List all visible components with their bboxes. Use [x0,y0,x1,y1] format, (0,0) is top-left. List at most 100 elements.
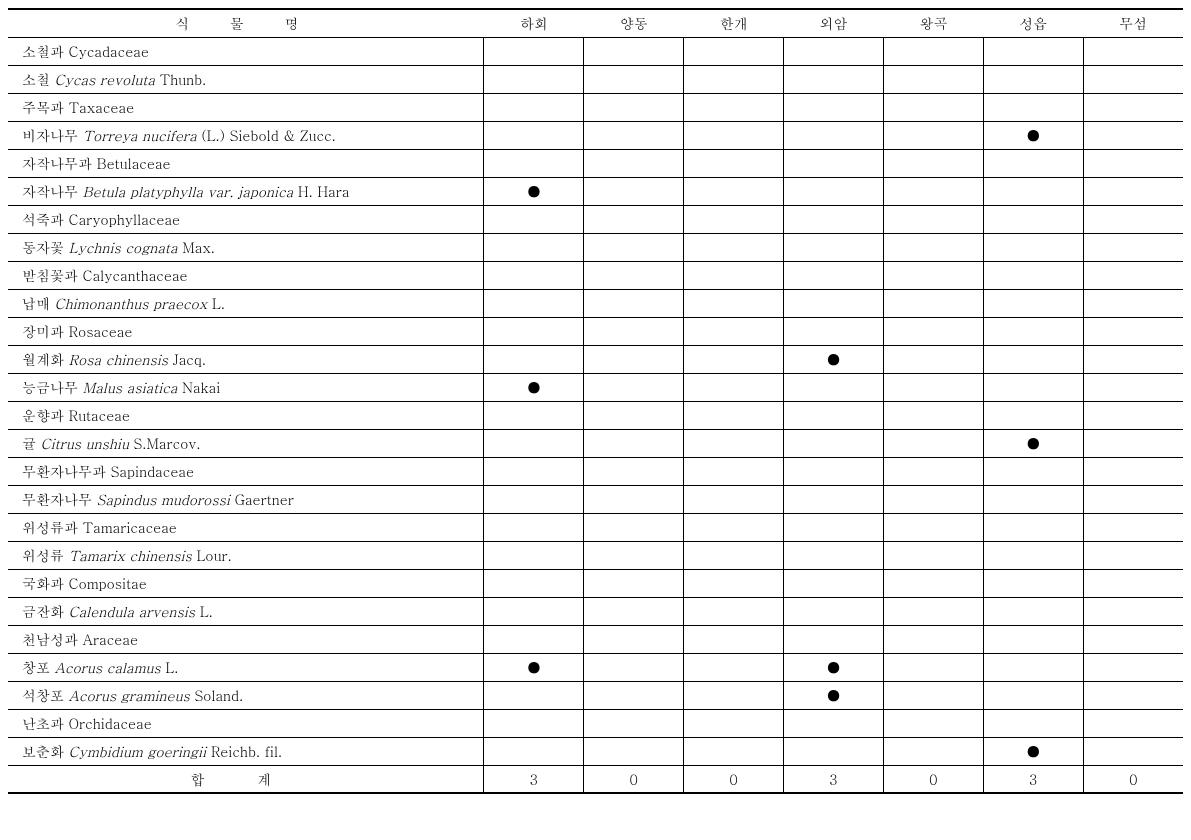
presence-mark [484,261,584,289]
plant-name-cell: 무환자나무과 Sapindaceae [8,457,484,485]
presence-mark [883,513,983,541]
presence-mark [684,513,784,541]
plant-name-cell: 국화과 Compositae [8,569,484,597]
presence-mark [883,541,983,569]
presence-mark [584,681,684,709]
plant-name-cell: 귤 Citrus unshiu S.Marcov. [8,429,484,457]
plant-name-cell: 소철 Cycas revoluta Thunb. [8,65,484,93]
presence-mark [1083,737,1183,765]
header-loc-4: 왕곡 [883,9,983,37]
presence-mark [1083,37,1183,65]
species-authority: Lour. [192,545,232,565]
header-loc-3: 외암 [784,9,884,37]
plant-name-cell: 위성류과 Tamaricaceae [8,513,484,541]
table-row: 석창포 Acorus gramineus Soland.● [8,681,1183,709]
presence-mark [584,485,684,513]
presence-mark [684,37,784,65]
presence-mark [883,261,983,289]
presence-mark [684,597,784,625]
presence-mark [684,65,784,93]
presence-mark [983,233,1083,261]
header-loc-0: 하회 [484,9,584,37]
presence-mark: ● [784,345,884,373]
presence-mark [883,429,983,457]
presence-mark [1083,569,1183,597]
species-name-sci: Tamarix chinensis [69,545,192,565]
plant-name-cell: 비자나무 Torreya nucifera (L.) Siebold & Zuc… [8,121,484,149]
family-name-sci: Betulaceae [97,153,171,173]
presence-mark [684,737,784,765]
presence-mark [484,149,584,177]
totals-row: 합 계3003030 [8,765,1183,793]
presence-mark [883,37,983,65]
presence-mark [484,625,584,653]
table-row: 주목과 Taxaceae [8,93,1183,121]
presence-mark [784,149,884,177]
presence-mark [684,289,784,317]
presence-mark [1083,93,1183,121]
presence-mark [983,93,1083,121]
plant-name-cell: 무환자나무 Sapindus mudorossi Gaertner [8,485,484,513]
plant-name-cell: 창포 Acorus calamus L. [8,653,484,681]
presence-mark [484,289,584,317]
presence-mark: ● [983,121,1083,149]
presence-mark [1083,345,1183,373]
presence-mark [584,121,684,149]
presence-mark [883,485,983,513]
presence-mark [1083,149,1183,177]
species-authority: Reichb. fil. [206,741,282,761]
presence-mark [784,93,884,121]
presence-mark [684,121,784,149]
presence-mark [584,37,684,65]
table-row: 자작나무 Betula platyphylla var. japonica H.… [8,177,1183,205]
presence-mark [784,485,884,513]
plant-name-cell: 자작나무 Betula platyphylla var. japonica H.… [8,177,484,205]
presence-mark [684,485,784,513]
species-authority: Thunb. [155,69,206,89]
species-name-sci: Cycas revoluta [55,69,155,89]
presence-mark [784,289,884,317]
plant-name-cell: 소철과 Cycadaceae [8,37,484,65]
presence-mark [584,653,684,681]
presence-mark [584,345,684,373]
presence-mark [1083,457,1183,485]
plant-name-kr: 국화과 [22,573,64,593]
presence-mark [584,149,684,177]
plant-name-kr: 납매 [22,293,50,313]
presence-mark: ● [784,681,884,709]
presence-mark [584,709,684,737]
presence-mark [484,541,584,569]
table-row: 장미과 Rosaceae [8,317,1183,345]
family-name-sci: Rosaceae [69,321,133,341]
presence-mark [584,289,684,317]
species-authority: Soland. [190,685,243,705]
species-authority: Nakai [178,377,221,397]
totals-value: 3 [784,765,884,793]
presence-mark [983,37,1083,65]
presence-mark [883,93,983,121]
presence-mark [684,373,784,401]
table-row: 위성류 Tamarix chinensis Lour. [8,541,1183,569]
header-loc-1: 양동 [584,9,684,37]
presence-mark [1083,317,1183,345]
plant-name-kr: 위성류과 [22,517,78,537]
presence-mark [784,625,884,653]
presence-mark [784,457,884,485]
plant-name-cell: 천남성과 Araceae [8,625,484,653]
presence-mark [484,569,584,597]
presence-mark [1083,121,1183,149]
presence-mark [1083,709,1183,737]
table-row: 난초과 Orchidaceae [8,709,1183,737]
family-name-sci: Tamaricaceae [83,517,177,537]
species-authority: (L.) Siebold & Zucc. [197,125,336,145]
species-name-sci: Malus asiatica [83,377,178,397]
plant-name-kr: 난초과 [22,713,64,733]
header-loc-5: 성읍 [983,9,1083,37]
presence-mark [784,513,884,541]
presence-mark [684,541,784,569]
presence-mark [1083,233,1183,261]
presence-mark [983,261,1083,289]
plant-name-cell: 금잔화 Calendula arvensis L. [8,597,484,625]
plant-name-kr: 금잔화 [22,601,64,621]
presence-mark: ● [484,177,584,205]
